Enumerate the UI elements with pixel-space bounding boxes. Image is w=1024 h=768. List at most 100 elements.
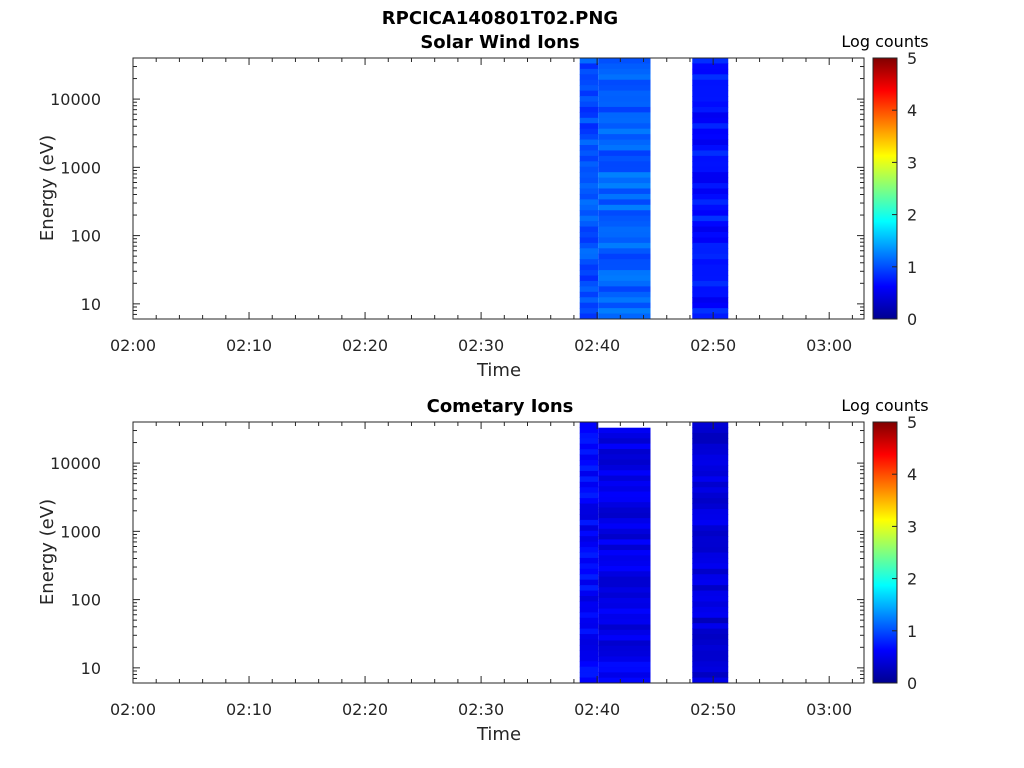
spectrogram-cell (579, 514, 599, 521)
spectrogram-cell (692, 557, 729, 564)
spectrogram-cell (598, 128, 651, 135)
spectrogram-cell (598, 438, 651, 445)
y-tick-label: 100 (70, 227, 101, 246)
spectrogram-cell (692, 612, 729, 619)
spectrogram-cell (579, 606, 599, 613)
spectrogram-cell (692, 422, 729, 428)
spectrogram-cell (579, 487, 599, 494)
spectrogram-cell (579, 172, 599, 179)
spectrogram-cell (579, 242, 599, 249)
colorbar-label: Log counts (841, 396, 928, 415)
spectrogram-cell (598, 183, 651, 189)
spectrogram-cell (598, 101, 651, 108)
spectrogram-cell (598, 651, 651, 657)
spectrogram-cell (692, 199, 729, 206)
spectrogram-cell (598, 518, 651, 524)
y-axis-label: Energy (eV) (37, 499, 58, 605)
y-tick-label: 100 (70, 591, 101, 610)
spectrogram-cell (598, 161, 651, 168)
spectrogram-cell (692, 226, 729, 233)
spectrogram-cell (579, 291, 599, 298)
spectrogram-cell (598, 253, 651, 260)
spectrogram-cell (579, 530, 599, 537)
spectrogram-cell (598, 63, 651, 70)
spectrogram-cell (579, 106, 599, 113)
spectrogram-cell (598, 603, 651, 610)
spectrogram-cell (579, 193, 599, 200)
spectrogram-cell (692, 302, 729, 309)
colorbar-tick-label: 5 (907, 49, 917, 68)
spectrogram-cell (692, 498, 729, 505)
spectrogram-cell (598, 433, 651, 439)
spectrogram-cell (692, 188, 729, 195)
spectrogram-cell (579, 585, 599, 592)
spectrogram-cell (692, 650, 729, 657)
spectrogram-cell (692, 117, 729, 124)
y-axis: 10 100 1000 10000 (50, 421, 864, 684)
spectrogram-cell (598, 539, 651, 546)
spectrogram-cell (598, 512, 651, 519)
colorbar-tick-label: 0 (907, 310, 917, 329)
spectrogram-cell (579, 617, 599, 624)
spectrogram-cell (598, 491, 651, 498)
spectrogram-cell (692, 150, 729, 157)
spectrogram-cell (598, 210, 651, 217)
spectrogram-cell (579, 232, 599, 238)
spectrogram-cell (579, 259, 599, 266)
colorbar-gradient (872, 57, 898, 320)
spectrogram-cell (579, 628, 599, 635)
spectrogram-cell (598, 656, 651, 663)
spectrogram-cell (598, 177, 651, 184)
spectrogram-cell (692, 443, 729, 450)
spectrogram-cell (598, 237, 651, 244)
spectrogram-cell (598, 502, 651, 508)
plot-area (579, 58, 729, 320)
spectrogram-cell (598, 448, 651, 455)
spectrogram-cell (579, 166, 599, 173)
spectrogram-cell (692, 465, 729, 472)
spectrogram-cell (598, 635, 651, 641)
spectrogram-cell (598, 640, 651, 647)
spectrogram-cell (598, 280, 651, 287)
spectrogram-cell (598, 134, 651, 141)
spectrogram-cell (579, 85, 599, 92)
spectrogram-cell (692, 210, 729, 217)
spectrogram-cell (598, 560, 651, 567)
spectrogram-cell (692, 145, 729, 151)
spectrogram-cell (579, 286, 599, 293)
y-tick-label: 1000 (60, 158, 101, 177)
spectrogram-cell (692, 74, 729, 81)
spectrogram-cell (692, 193, 729, 200)
spectrogram-cell (579, 150, 599, 157)
spectrogram-cell (692, 487, 729, 494)
spectrogram-cell (579, 128, 599, 135)
spectrogram-cell (598, 597, 651, 604)
spectrogram-cell (598, 677, 651, 684)
spectrogram-cell (598, 464, 651, 471)
spectrogram-cell (579, 557, 599, 564)
spectrogram-cell (598, 248, 651, 255)
spectrogram-cell (579, 503, 599, 510)
spectrogram-cell (692, 237, 729, 244)
spectrogram-cell (579, 112, 599, 119)
spectrogram-cell (579, 536, 599, 543)
spectrogram-cell (692, 112, 729, 119)
spectrogram-cell (692, 134, 729, 141)
spectrogram-cell (598, 226, 651, 233)
spectrogram-cell (692, 297, 729, 304)
spectrogram-cell (598, 264, 651, 271)
spectrogram-cell (598, 79, 651, 86)
spectrogram-cell (692, 264, 729, 271)
spectrogram-cell (598, 480, 651, 487)
spectrogram-cell (692, 58, 729, 64)
x-tick-label: 02:20 (342, 336, 388, 355)
spectrogram-cell (579, 302, 599, 309)
spectrogram-cell (692, 547, 729, 553)
x-tick-label: 02:00 (110, 700, 156, 719)
spectrogram-cell (598, 221, 651, 228)
spectrogram-cell (692, 123, 729, 130)
spectrogram-cell (598, 486, 651, 493)
x-tick-label: 02:40 (574, 336, 620, 355)
